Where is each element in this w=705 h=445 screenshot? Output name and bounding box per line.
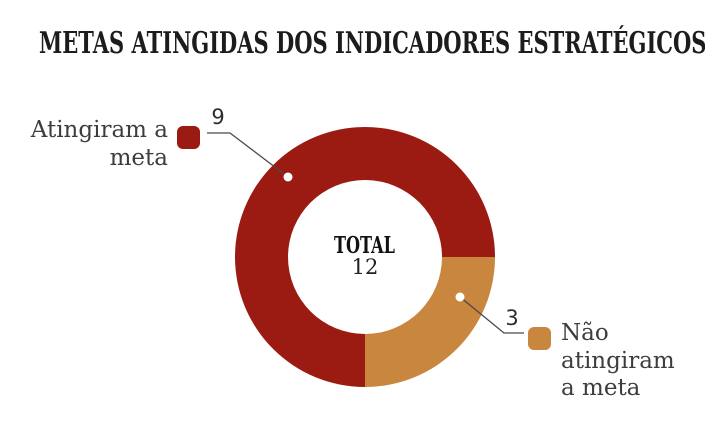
- donut-center-value: 12: [351, 255, 379, 279]
- legend-label-nao-atingiram-line3: a meta: [561, 375, 641, 401]
- legend-label-nao-atingiram-line2: atingiram: [561, 347, 675, 374]
- donut-center-label: TOTAL: [334, 232, 396, 259]
- donut-hole: [288, 180, 442, 334]
- legend-label-nao-atingiram: Não atingiram a meta: [561, 320, 675, 403]
- value-label-atingiram: 9: [211, 105, 225, 129]
- legend-swatch-nao-atingiram: [528, 327, 551, 350]
- donut-center: TOTAL 12: [235, 127, 495, 387]
- donut-chart: TOTAL 12: [235, 127, 495, 387]
- legend-label-atingiram-line2: meta: [109, 144, 168, 171]
- legend-label-atingiram-line1: Atingiram a: [30, 117, 168, 143]
- legend-swatch-atingiram: [177, 126, 200, 149]
- value-label-nao-atingiram: 3: [505, 306, 519, 330]
- chart-title: METAS ATINGIDAS DOS INDICADORES ESTRATÉG…: [39, 26, 705, 61]
- legend-label-atingiram: Atingiram a meta: [28, 117, 168, 172]
- legend-label-nao-atingiram-line1: Não: [561, 320, 609, 346]
